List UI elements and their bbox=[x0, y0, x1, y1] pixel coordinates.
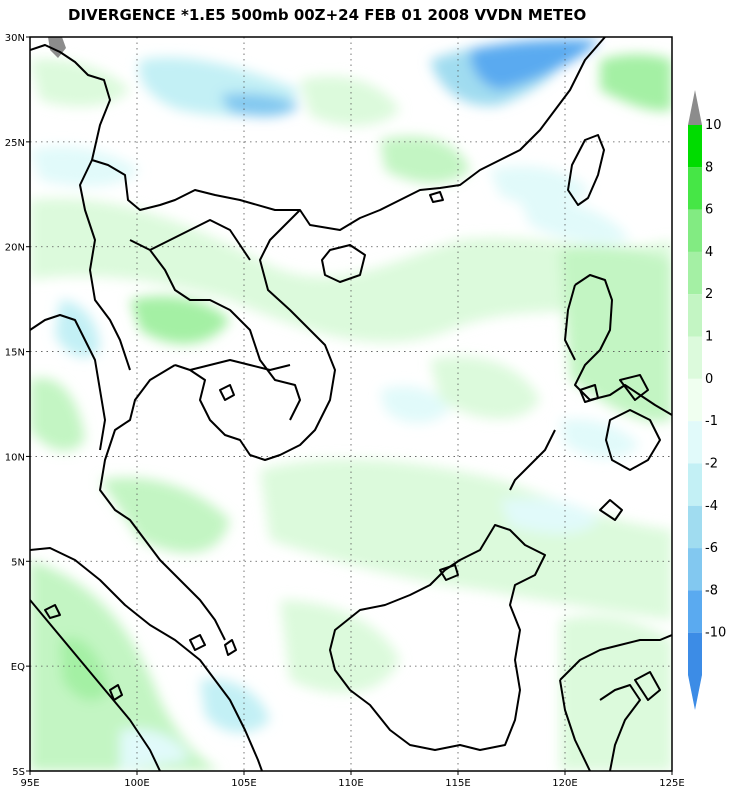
colorbar-label: -2 bbox=[705, 456, 718, 471]
lat-tick-label: 5N bbox=[11, 557, 25, 568]
colorbar-swatch bbox=[688, 167, 702, 210]
colorbar-label: 6 bbox=[705, 203, 713, 218]
colorbar-label: -8 bbox=[705, 583, 718, 598]
lat-tick-label: 5S bbox=[12, 767, 25, 778]
colorbar-swatch bbox=[688, 421, 702, 464]
colorbar-label: 10 bbox=[705, 118, 722, 133]
lat-tick-label: EQ bbox=[11, 662, 25, 673]
longitude-labels: 95E 100E 105E 110E 115E 120E 125E bbox=[20, 771, 685, 789]
colorbar-label: 1 bbox=[705, 330, 713, 345]
colorbar-swatch bbox=[688, 632, 702, 675]
lat-tick-label: 10N bbox=[5, 452, 25, 463]
colorbar-swatch bbox=[688, 463, 702, 506]
coastlines bbox=[30, 37, 672, 771]
lon-tick-label: 110E bbox=[338, 778, 363, 789]
colorbar-label: -10 bbox=[705, 626, 726, 641]
colorbar-swatch bbox=[688, 251, 702, 295]
lat-tick-label: 15N bbox=[5, 348, 25, 359]
colorbar-label: 4 bbox=[705, 245, 713, 260]
lat-lon-grid bbox=[30, 37, 672, 771]
colorbar-swatch bbox=[688, 505, 702, 549]
colorbar-swatch bbox=[688, 125, 702, 168]
colorbar-swatch bbox=[688, 378, 702, 422]
latitude-labels: 30N 25N 20N 15N 10N 5N EQ 5S bbox=[5, 33, 30, 778]
colorbar-label: 8 bbox=[705, 160, 713, 175]
lat-tick-label: 30N bbox=[5, 33, 25, 44]
map-title: DIVERGENCE *1.E5 500mb 00Z+24 FEB 01 200… bbox=[68, 6, 586, 24]
lon-tick-label: 120E bbox=[552, 778, 577, 789]
colorbar-swatch bbox=[688, 209, 702, 252]
divergence-field bbox=[30, 39, 672, 771]
lon-tick-label: 115E bbox=[445, 778, 470, 789]
lon-tick-label: 95E bbox=[20, 778, 39, 789]
colorbar-swatch bbox=[688, 548, 702, 591]
colorbar-label: 0 bbox=[705, 372, 713, 387]
lon-tick-label: 100E bbox=[124, 778, 149, 789]
colorbar-swatch bbox=[688, 294, 702, 337]
lat-tick-label: 20N bbox=[5, 243, 25, 254]
colorbar-bottom-cap bbox=[688, 675, 702, 710]
colorbar-top-cap bbox=[688, 90, 702, 125]
colorbar-label: -6 bbox=[705, 541, 718, 556]
colorbar-swatch bbox=[688, 336, 702, 379]
colorbar-label: -1 bbox=[705, 414, 718, 429]
colorbar-swatch bbox=[688, 590, 702, 633]
colorbar-label: 2 bbox=[705, 287, 713, 302]
lat-tick-label: 25N bbox=[5, 138, 25, 149]
colorbar-label: -4 bbox=[705, 499, 718, 514]
lon-tick-label: 105E bbox=[231, 778, 256, 789]
lon-tick-label: 125E bbox=[659, 778, 684, 789]
